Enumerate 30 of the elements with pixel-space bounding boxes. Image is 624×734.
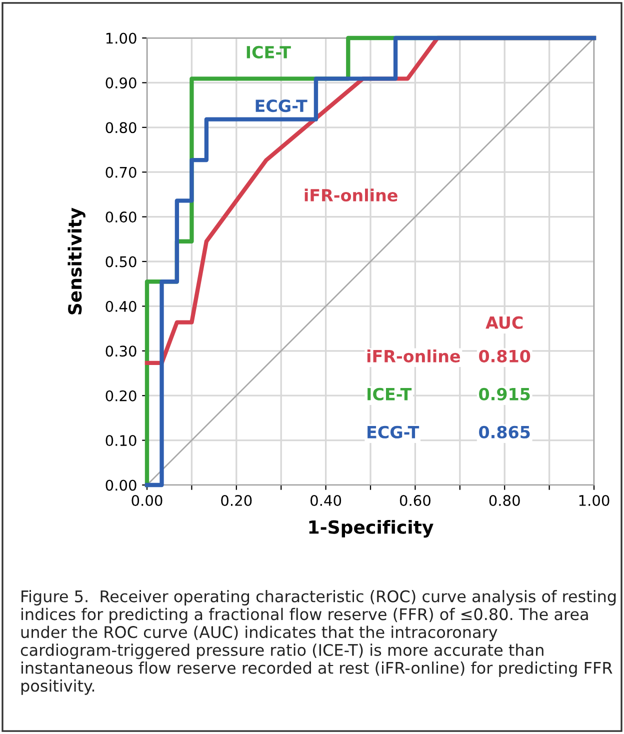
text: iFR-online [304,188,398,202]
x-tick-label: 1.00 [579,494,610,506]
annotation: 0.810 [479,350,530,362]
y-tick-label: 0.40 [106,300,136,312]
x-axis-title: 1-Specificity [309,520,434,538]
y-axis-title: Sensitivity [68,208,86,314]
series-label: ECG-T [256,100,308,112]
annotation: ICE-T [368,388,412,400]
y-tick-label: 0.20 [106,390,136,402]
y-tick-label: 0.70 [106,166,136,178]
x-tick-label: 0.00 [132,494,162,506]
annotation: 0.865 [479,426,530,438]
y-tick-label: 0.30 [106,346,136,357]
y-tick-label: 0.50 [106,256,136,268]
y-tick-label: 1.00 [106,32,136,44]
x-tick-label: 0.80 [489,494,520,506]
annotation: iFR-online [367,350,460,362]
y-tick-label: 0.60 [106,212,136,223]
y-tick-label: 0.00 [106,480,136,491]
annotation: AUC [486,316,523,329]
annotation: ECG-T [368,426,420,438]
series-label: ICE-T [246,46,291,58]
x-tick-label: 0.40 [310,494,342,506]
caption: Figure 5. Receiver operating characteristic (ROC) curve analysis of resting indices for predicting a fractional flow reserve (FFR) of ≤0.80. The area under the ROC curve (AUC) indicates that the intracoronary cardiogram-triggered pressure ratio (ICE-T) is more accurate than instantaneous flow reserve recorded at rest (iFR-online) for predicting FFR positivity. [20,590,616,695]
y-tick-label: 0.90 [106,77,136,88]
annotation: 0.915 [479,388,530,400]
y-tick-label: 0.10 [106,435,136,446]
y-tick-label: 0.80 [106,122,136,134]
x-tick-label: 0.20 [221,494,252,506]
x-tick-label: 0.60 [400,494,430,506]
